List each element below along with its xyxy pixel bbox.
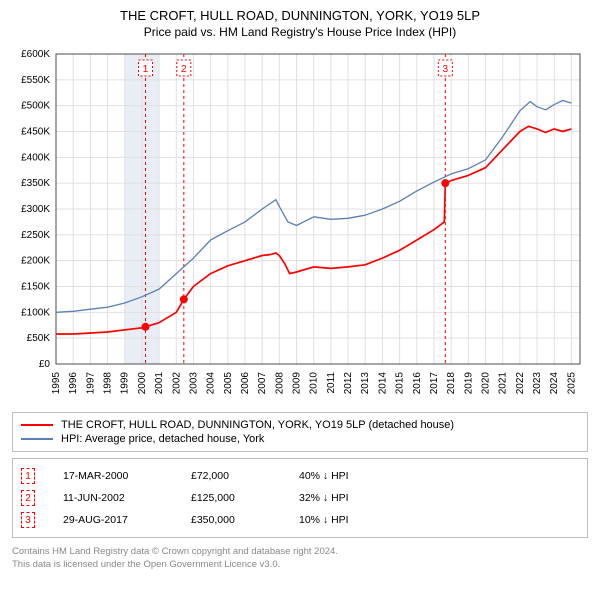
marker-date: 17-MAR-2000 [63,470,163,482]
svg-text:1998: 1998 [103,372,114,395]
legend-swatch [21,424,53,426]
marker-date: 11-JUN-2002 [63,492,163,504]
svg-text:1996: 1996 [68,372,79,395]
svg-text:2002: 2002 [171,372,182,395]
svg-text:2023: 2023 [532,372,543,395]
svg-text:£100K: £100K [21,308,50,319]
marker-row: 3 29-AUG-2017 £350,000 10% ↓ HPI [21,509,579,531]
svg-text:2013: 2013 [360,372,371,395]
svg-text:£50K: £50K [27,334,51,345]
chart-container: THE CROFT, HULL ROAD, DUNNINGTON, YORK, … [0,0,600,582]
footer-attribution: Contains HM Land Registry data © Crown c… [12,546,588,572]
svg-text:2: 2 [181,64,187,75]
svg-text:3: 3 [443,64,449,75]
svg-text:2014: 2014 [377,372,388,395]
svg-text:£500K: £500K [21,101,50,112]
svg-text:2015: 2015 [395,372,406,395]
svg-text:£400K: £400K [21,153,50,164]
marker-diff: 10% ↓ HPI [299,514,349,526]
svg-text:2010: 2010 [309,372,320,395]
footer-line-1: Contains HM Land Registry data © Crown c… [12,546,588,559]
marker-diff: 40% ↓ HPI [299,470,349,482]
svg-text:2000: 2000 [137,372,148,395]
svg-text:2003: 2003 [188,372,199,395]
svg-text:2009: 2009 [292,372,303,395]
svg-text:2007: 2007 [257,372,268,395]
marker-row: 1 17-MAR-2000 £72,000 40% ↓ HPI [21,465,579,487]
marker-price: £125,000 [191,492,271,504]
marker-date: 29-AUG-2017 [63,514,163,526]
marker-number: 2 [21,490,35,506]
chart-plot: £0 £50K £100K £150K £200K £250K £300K £350K £400… [12,46,588,406]
svg-text:£250K: £250K [21,230,50,241]
svg-text:2006: 2006 [240,372,251,395]
legend-label: THE CROFT, HULL ROAD, DUNNINGTON, YORK, … [61,419,454,431]
svg-text:2005: 2005 [223,372,234,395]
marker-row: 2 11-JUN-2002 £125,000 32% ↓ HPI [21,487,579,509]
legend: THE CROFT, HULL ROAD, DUNNINGTON, YORK, … [12,412,588,452]
marker-price: £72,000 [191,470,271,482]
chart-subtitle: Price paid vs. HM Land Registry's House … [12,25,588,41]
svg-text:2018: 2018 [446,372,457,395]
svg-text:2008: 2008 [274,372,285,395]
chart-title: THE CROFT, HULL ROAD, DUNNINGTON, YORK, … [12,8,588,25]
svg-text:2024: 2024 [549,372,560,395]
svg-text:2019: 2019 [463,372,474,395]
markers-table: 1 17-MAR-2000 £72,000 40% ↓ HPI 2 11-JUN-2002… [12,458,588,538]
svg-text:£200K: £200K [21,256,50,267]
marker-number: 1 [21,468,35,484]
legend-swatch [21,438,53,440]
title-block: THE CROFT, HULL ROAD, DUNNINGTON, YORK, … [12,8,588,40]
svg-text:£300K: £300K [21,204,50,215]
svg-text:1995: 1995 [51,372,62,395]
svg-text:£150K: £150K [21,282,50,293]
svg-text:£550K: £550K [21,75,50,86]
svg-text:2020: 2020 [481,372,492,395]
marker-price: £350,000 [191,514,271,526]
svg-text:£600K: £600K [21,49,50,60]
svg-text:£350K: £350K [21,179,50,190]
svg-text:1997: 1997 [85,372,96,395]
legend-item: HPI: Average price, detached house, York [21,432,579,446]
svg-text:2001: 2001 [154,372,165,395]
svg-text:1999: 1999 [120,372,131,395]
svg-text:2025: 2025 [566,372,577,395]
svg-text:2021: 2021 [498,372,509,395]
svg-text:2017: 2017 [429,372,440,395]
legend-label: HPI: Average price, detached house, York [61,433,264,445]
svg-text:2004: 2004 [206,372,217,395]
svg-text:2012: 2012 [343,372,354,395]
marker-diff: 32% ↓ HPI [299,492,349,504]
svg-text:2011: 2011 [326,372,337,394]
svg-text:2022: 2022 [515,372,526,395]
footer-line-2: This data is licensed under the Open Gov… [12,559,588,572]
svg-text:£0: £0 [39,359,51,370]
svg-text:2016: 2016 [412,372,423,395]
line-chart-svg: £0 £50K £100K £150K £200K £250K £300K £350K £400… [12,46,588,406]
legend-item: THE CROFT, HULL ROAD, DUNNINGTON, YORK, … [21,418,579,432]
svg-text:£450K: £450K [21,127,50,138]
marker-number: 3 [21,512,35,528]
svg-text:1: 1 [143,64,149,75]
